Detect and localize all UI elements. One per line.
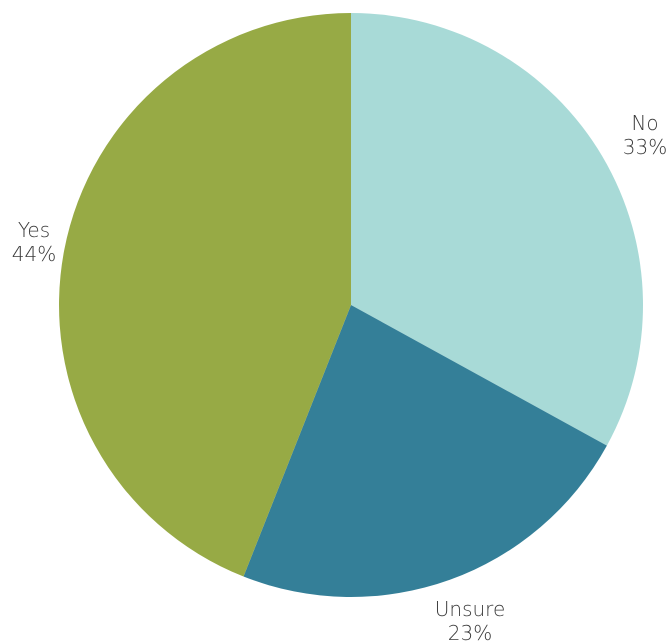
pie-slice-no <box>351 13 643 446</box>
slice-label-name: Unsure <box>435 597 506 621</box>
pie-labels: No 33% Unsure 23% Yes 44% <box>12 111 667 643</box>
slice-label-value: 33% <box>623 135 667 159</box>
slice-label-no: No 33% <box>623 111 667 159</box>
slice-label-value: 44% <box>12 242 56 266</box>
pie-slice-yes <box>59 13 351 577</box>
slice-label-name: No <box>631 111 658 135</box>
slice-label-name: Yes <box>18 218 50 242</box>
pie-slices <box>59 13 643 597</box>
slice-label-yes: Yes 44% <box>12 218 56 266</box>
slice-label-value: 23% <box>448 621 492 643</box>
slice-label-unsure: Unsure 23% <box>435 597 506 643</box>
pie-slice-unsure <box>243 305 607 597</box>
